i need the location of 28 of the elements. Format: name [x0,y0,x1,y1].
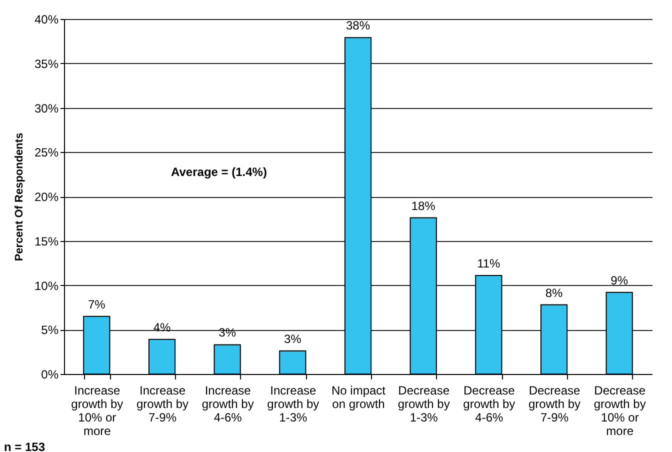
y-tick-label: 25% [34,146,59,160]
y-tick-label: 0% [41,368,59,382]
x-tick-label: Decrease growth by 4-6% [463,384,516,424]
data-label: 3% [284,332,302,346]
annotation: Average = (1.4%) [171,165,267,179]
data-label: 7% [88,297,106,312]
y-tick-label: 40% [34,12,59,26]
data-label: 11% [477,256,501,270]
x-tick-label: Increase growth by 10% or more [71,384,124,438]
data-label: 38% [346,18,370,33]
data-label: 9% [610,273,628,288]
y-tick-label: 35% [34,56,59,71]
x-tick-label: Increase growth by 1-3% [267,384,320,424]
y-tick-label: 10% [34,278,59,293]
x-tick-label: Decrease growth by 10% or more [594,384,646,438]
y-axis-title: Percent Of Respondents [13,132,26,262]
data-label: 18% [411,198,436,213]
data-label: 8% [545,286,563,300]
x-tick-label: No impact on growth [331,384,386,411]
x-tick-label: Increase growth by 4-6% [202,384,254,424]
y-tick-label: 20% [34,190,59,204]
x-tick-label: Decrease growth by 1-3% [398,384,450,424]
y-tick-label: 5% [41,323,59,338]
x-tick-label: Increase growth by 7-9% [136,384,189,424]
y-tick-label: 15% [34,234,59,248]
y-tick-label: 30% [34,101,59,116]
text: n = 153 [4,440,46,452]
x-tick-label: Decrease growth by 7-9% [528,384,581,424]
